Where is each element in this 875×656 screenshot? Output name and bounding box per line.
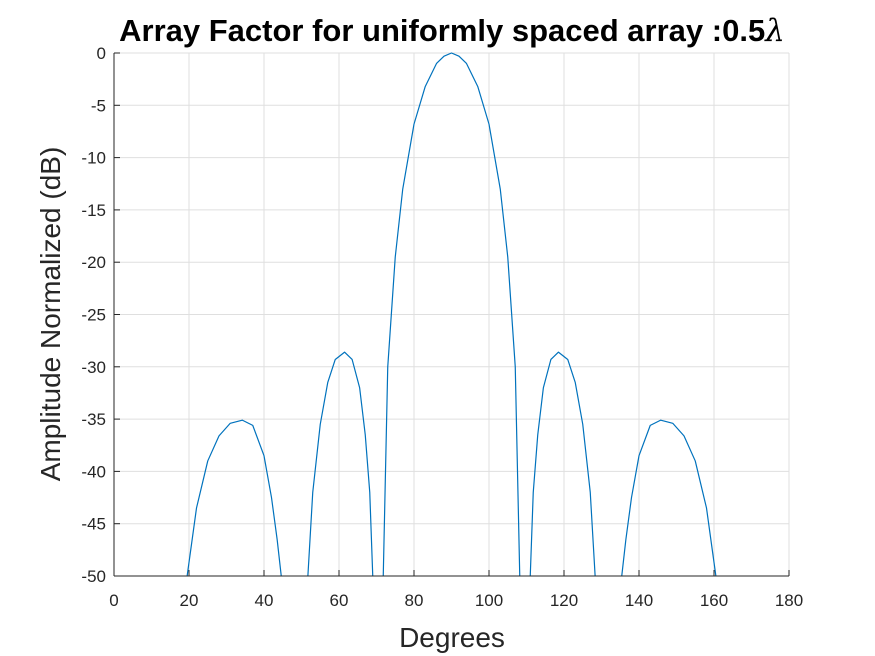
y-tick-label: -45 (81, 515, 106, 534)
series-segment (307, 351, 374, 577)
lambda-symbol: λ (763, 13, 785, 49)
x-tick-label: 40 (255, 591, 274, 610)
tick-marks (113, 52, 790, 577)
x-tick-label: 20 (180, 591, 199, 610)
chart-title-text: Array Factor for uniformly spaced array … (119, 13, 765, 48)
x-tick-label: 100 (475, 591, 503, 610)
grid-lines (113, 52, 790, 577)
x-tick-label: 180 (775, 591, 803, 610)
y-axis-title: Amplitude Normalized (dB) (35, 147, 66, 482)
y-tick-label: 0 (97, 44, 106, 63)
series-segment (382, 52, 521, 577)
series-segment (186, 419, 282, 577)
x-tick-label: 0 (109, 591, 118, 610)
x-tick-label: 120 (550, 591, 578, 610)
y-tick-label: -20 (81, 253, 106, 272)
y-tick-labels: 0 -5 -10 -15 -20 -25 -30 -35 -40 -45 -50 (81, 44, 106, 586)
series-segment (621, 419, 717, 577)
x-tick-label: 140 (625, 591, 653, 610)
series-line (186, 52, 717, 577)
y-tick-label: -30 (81, 358, 106, 377)
y-tick-label: -15 (81, 201, 106, 220)
x-tick-label: 80 (405, 591, 424, 610)
y-tick-label: -10 (81, 149, 106, 168)
x-tick-label: 60 (330, 591, 349, 610)
chart-title: Array Factor for uniformly spaced array … (119, 13, 785, 49)
x-axis-title: Degrees (399, 622, 505, 653)
y-tick-label: -25 (81, 306, 106, 325)
series-segment (529, 351, 596, 577)
y-tick-label: -35 (81, 410, 106, 429)
y-tick-label: -40 (81, 462, 106, 481)
x-tick-labels: 0 20 40 60 80 100 120 140 160 180 (109, 591, 803, 610)
x-tick-label: 160 (700, 591, 728, 610)
y-tick-label: -50 (81, 567, 106, 586)
y-tick-label: -5 (91, 96, 106, 115)
